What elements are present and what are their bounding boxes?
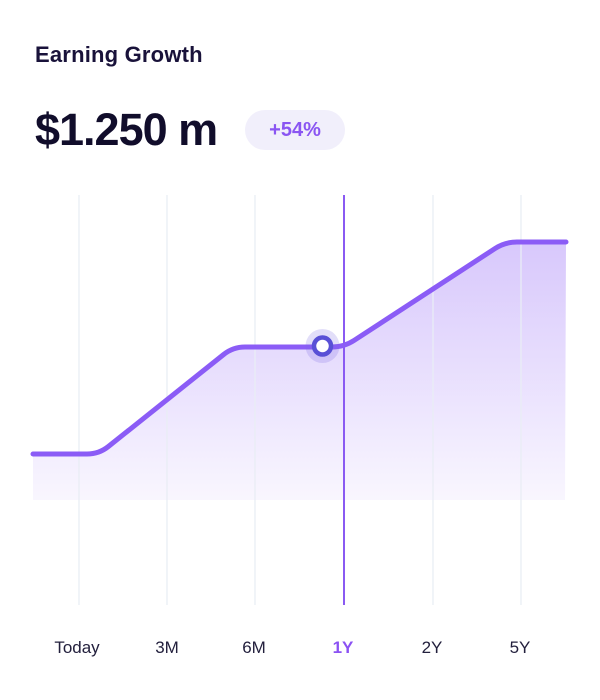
x-axis-label-today[interactable]: Today — [54, 638, 100, 657]
x-axis-label-3m[interactable]: 3M — [155, 638, 179, 657]
x-axis-label-6m[interactable]: 6M — [242, 638, 266, 657]
x-axis-label-2y[interactable]: 2Y — [421, 638, 443, 657]
data-point-marker[interactable] — [311, 335, 334, 357]
x-axis-label-5y[interactable]: 5Y — [509, 638, 531, 657]
x-axis-label-1y[interactable]: 1Y — [332, 638, 354, 657]
earnings-line — [30, 239, 569, 457]
area-fill — [33, 242, 566, 500]
earnings-value: $1.250 m — [35, 104, 218, 155]
page-title: Earning Growth — [35, 42, 203, 67]
value-row: $1.250 m +54% — [35, 104, 345, 156]
change-percent-badge: +54% — [245, 110, 345, 150]
